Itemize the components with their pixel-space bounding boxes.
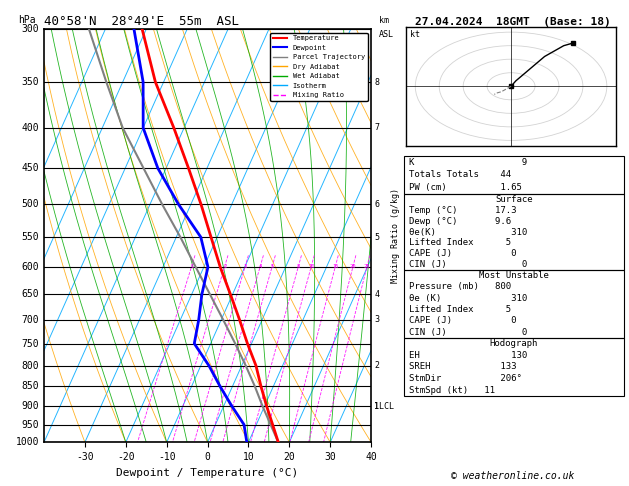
Text: 40°58'N  28°49'E  55m  ASL: 40°58'N 28°49'E 55m ASL — [44, 15, 239, 28]
Text: 900: 900 — [21, 401, 39, 411]
Text: Most Unstable: Most Unstable — [479, 271, 549, 280]
Text: 3: 3 — [374, 315, 379, 324]
Text: 6: 6 — [374, 200, 379, 209]
Text: 300: 300 — [21, 24, 39, 34]
Text: 20: 20 — [350, 264, 356, 269]
Text: 450: 450 — [21, 163, 39, 174]
Text: 5: 5 — [374, 233, 379, 242]
Text: 7: 7 — [374, 123, 379, 132]
Text: Mixing Ratio (g/kg): Mixing Ratio (g/kg) — [391, 188, 400, 283]
Text: 950: 950 — [21, 419, 39, 430]
Text: Pressure (mb)   800: Pressure (mb) 800 — [409, 282, 511, 291]
Text: 1000: 1000 — [16, 437, 39, 447]
Legend: Temperature, Dewpoint, Parcel Trajectory, Dry Adiabat, Wet Adiabat, Isotherm, Mi: Temperature, Dewpoint, Parcel Trajectory… — [270, 33, 367, 101]
Text: Temp (°C)       17.3: Temp (°C) 17.3 — [409, 206, 516, 215]
Text: 8: 8 — [374, 78, 379, 87]
Text: CAPE (J)           0: CAPE (J) 0 — [409, 249, 516, 258]
Text: hPa: hPa — [18, 15, 35, 25]
Text: 10: 10 — [308, 264, 314, 269]
Text: K                    9: K 9 — [409, 157, 527, 167]
Text: PW (cm)          1.65: PW (cm) 1.65 — [409, 183, 521, 192]
Text: StmDir           206°: StmDir 206° — [409, 374, 521, 383]
Text: CAPE (J)           0: CAPE (J) 0 — [409, 316, 516, 325]
Text: Lifted Index      5: Lifted Index 5 — [409, 238, 511, 247]
Text: 650: 650 — [21, 290, 39, 299]
Text: 800: 800 — [21, 361, 39, 371]
Text: 2: 2 — [374, 361, 379, 370]
Text: CIN (J)              0: CIN (J) 0 — [409, 328, 527, 337]
Text: Dewp (°C)       9.6: Dewp (°C) 9.6 — [409, 217, 511, 226]
Text: StmSpd (kt)   11: StmSpd (kt) 11 — [409, 386, 495, 395]
Text: Hodograph: Hodograph — [490, 339, 538, 348]
Text: Surface: Surface — [495, 195, 533, 204]
Text: kt: kt — [410, 30, 420, 39]
Text: 3: 3 — [243, 264, 247, 269]
Text: 5: 5 — [270, 264, 274, 269]
Text: 4: 4 — [259, 264, 262, 269]
Text: © weatheronline.co.uk: © weatheronline.co.uk — [451, 471, 574, 481]
Text: 700: 700 — [21, 315, 39, 325]
Text: SREH             133: SREH 133 — [409, 363, 516, 371]
Text: km: km — [379, 16, 389, 25]
Text: 500: 500 — [21, 199, 39, 209]
Text: 550: 550 — [21, 232, 39, 242]
Text: 350: 350 — [21, 77, 39, 87]
Text: 750: 750 — [21, 339, 39, 348]
Text: EH                 130: EH 130 — [409, 351, 527, 360]
Text: Totals Totals    44: Totals Totals 44 — [409, 171, 511, 179]
X-axis label: Dewpoint / Temperature (°C): Dewpoint / Temperature (°C) — [116, 468, 299, 478]
Text: 1: 1 — [190, 264, 193, 269]
Text: 8: 8 — [297, 264, 300, 269]
Text: ASL: ASL — [379, 31, 394, 39]
Text: 850: 850 — [21, 382, 39, 392]
Text: 400: 400 — [21, 123, 39, 133]
Text: 15: 15 — [332, 264, 338, 269]
Text: CIN (J)              0: CIN (J) 0 — [409, 260, 527, 269]
Text: 25: 25 — [364, 264, 370, 269]
Text: 27.04.2024  18GMT  (Base: 18): 27.04.2024 18GMT (Base: 18) — [415, 17, 611, 27]
Text: 4: 4 — [374, 290, 379, 299]
Text: Lifted Index      5: Lifted Index 5 — [409, 305, 511, 314]
Text: 600: 600 — [21, 262, 39, 272]
Text: 1LCL: 1LCL — [374, 401, 394, 411]
Text: 1: 1 — [374, 401, 379, 411]
Text: 2: 2 — [223, 264, 226, 269]
Text: θe (K)             310: θe (K) 310 — [409, 294, 527, 303]
Text: θe(K)              310: θe(K) 310 — [409, 227, 527, 237]
